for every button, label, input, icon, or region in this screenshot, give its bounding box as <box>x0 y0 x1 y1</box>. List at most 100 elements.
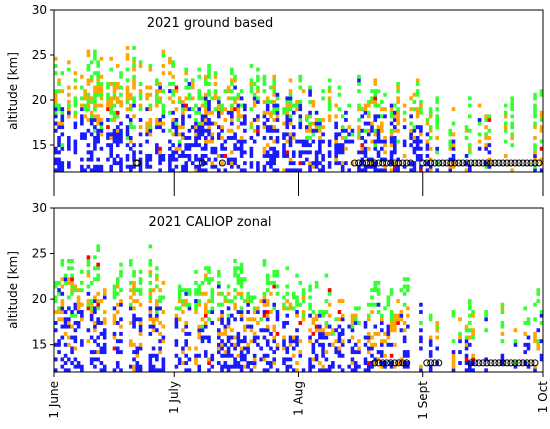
circle-marker <box>427 359 435 367</box>
heatmap-cell <box>239 313 244 318</box>
heatmap-cell <box>93 139 97 144</box>
heatmap-cell <box>321 331 325 336</box>
heatmap-cell <box>93 266 97 271</box>
heatmap-cell <box>230 96 234 101</box>
heatmap-cell <box>99 299 104 304</box>
heatmap-cell <box>539 139 544 144</box>
heatmap-cell <box>324 350 329 355</box>
heatmap-cell <box>158 339 162 344</box>
heatmap-cell <box>148 154 153 158</box>
heatmap-cell <box>363 320 368 325</box>
heatmap-cell <box>96 89 100 94</box>
heatmap-cell <box>207 110 211 115</box>
heatmap-cell <box>89 357 94 362</box>
ground-based-x-axis <box>53 172 544 196</box>
heatmap-cell <box>269 146 273 151</box>
heatmap-cell <box>291 346 296 351</box>
heatmap-cell <box>83 89 87 94</box>
heatmap-cell <box>539 92 544 97</box>
heatmap-cell <box>412 150 417 155</box>
heatmap-cell <box>128 136 133 140</box>
heatmap-cell <box>337 364 342 369</box>
heatmap-cell <box>523 361 528 366</box>
heatmap-cell <box>93 168 97 173</box>
heatmap-cell <box>484 357 488 362</box>
heatmap-cell <box>161 324 166 329</box>
heatmap-cell <box>177 143 182 148</box>
heatmap-cell <box>347 125 351 130</box>
heatmap-cell <box>161 357 166 362</box>
heatmap-cell <box>265 310 270 314</box>
heatmap-cell <box>138 164 143 169</box>
heatmap-cell <box>239 310 244 314</box>
heatmap-cell <box>246 350 250 355</box>
heatmap-cell <box>239 103 244 108</box>
heatmap-cell <box>96 114 100 119</box>
heatmap-cell <box>415 110 420 115</box>
heatmap-cell <box>102 368 107 373</box>
heatmap-cell <box>269 361 273 366</box>
heatmap-cell <box>301 143 306 148</box>
heatmap-cell <box>239 136 244 140</box>
heatmap-cell <box>318 168 322 173</box>
heatmap-cell <box>207 269 211 274</box>
heatmap-cell <box>331 342 335 347</box>
heatmap-cell <box>376 132 381 137</box>
heatmap-cell <box>373 82 378 86</box>
heatmap-cell <box>184 71 188 76</box>
heatmap-cell <box>291 335 296 340</box>
heatmap-cell <box>360 128 365 133</box>
heatmap-cell <box>487 164 492 169</box>
heatmap-cell <box>220 103 224 108</box>
heatmap-cell <box>448 128 453 133</box>
heatmap-cell <box>67 295 71 300</box>
heatmap-cell <box>295 313 299 318</box>
heatmap-cell <box>380 146 384 151</box>
heatmap-cell <box>288 143 293 148</box>
heatmap-cell <box>376 280 381 285</box>
heatmap-cell <box>96 71 100 76</box>
heatmap-cell <box>86 118 91 122</box>
heatmap-cell <box>311 346 316 351</box>
heatmap-cell <box>67 107 71 112</box>
heatmap-cell <box>197 125 202 130</box>
heatmap-cell <box>236 139 241 144</box>
heatmap-cell <box>226 306 231 311</box>
heatmap-cell <box>115 128 120 133</box>
heatmap-cell <box>57 78 61 83</box>
heatmap-cell <box>220 342 224 347</box>
heatmap-cell <box>425 154 430 158</box>
heatmap-cell <box>285 118 290 122</box>
heatmap-cell <box>256 310 260 314</box>
heatmap-cell <box>298 280 303 285</box>
heatmap-cell <box>415 136 420 140</box>
heatmap-cell <box>119 85 123 90</box>
heatmap-cell <box>428 364 433 369</box>
heatmap-cell <box>370 157 374 162</box>
heatmap-cell <box>350 335 355 340</box>
heatmap-cell <box>138 82 143 86</box>
heatmap-cell <box>340 339 345 344</box>
heatmap-cell <box>119 302 123 307</box>
heatmap-cell <box>363 368 368 373</box>
heatmap-cell <box>269 85 273 90</box>
heatmap-cell <box>197 121 202 126</box>
heatmap-cell <box>115 277 120 282</box>
heatmap-cell <box>226 291 231 296</box>
heatmap-cell <box>220 310 224 314</box>
heatmap-cell <box>203 146 208 151</box>
heatmap-cell <box>282 110 286 115</box>
heatmap-cell <box>363 357 368 362</box>
heatmap-cell <box>282 121 286 126</box>
heatmap-cell <box>148 103 153 108</box>
heatmap-cell <box>194 269 198 274</box>
heatmap-cell <box>318 121 322 126</box>
heatmap-cell <box>314 280 319 285</box>
heatmap-cell <box>112 132 117 137</box>
heatmap-cell <box>428 164 433 169</box>
heatmap-cell <box>89 157 94 162</box>
heatmap-cell <box>132 288 136 293</box>
heatmap-cell <box>269 100 273 104</box>
heatmap-cell <box>138 317 143 322</box>
